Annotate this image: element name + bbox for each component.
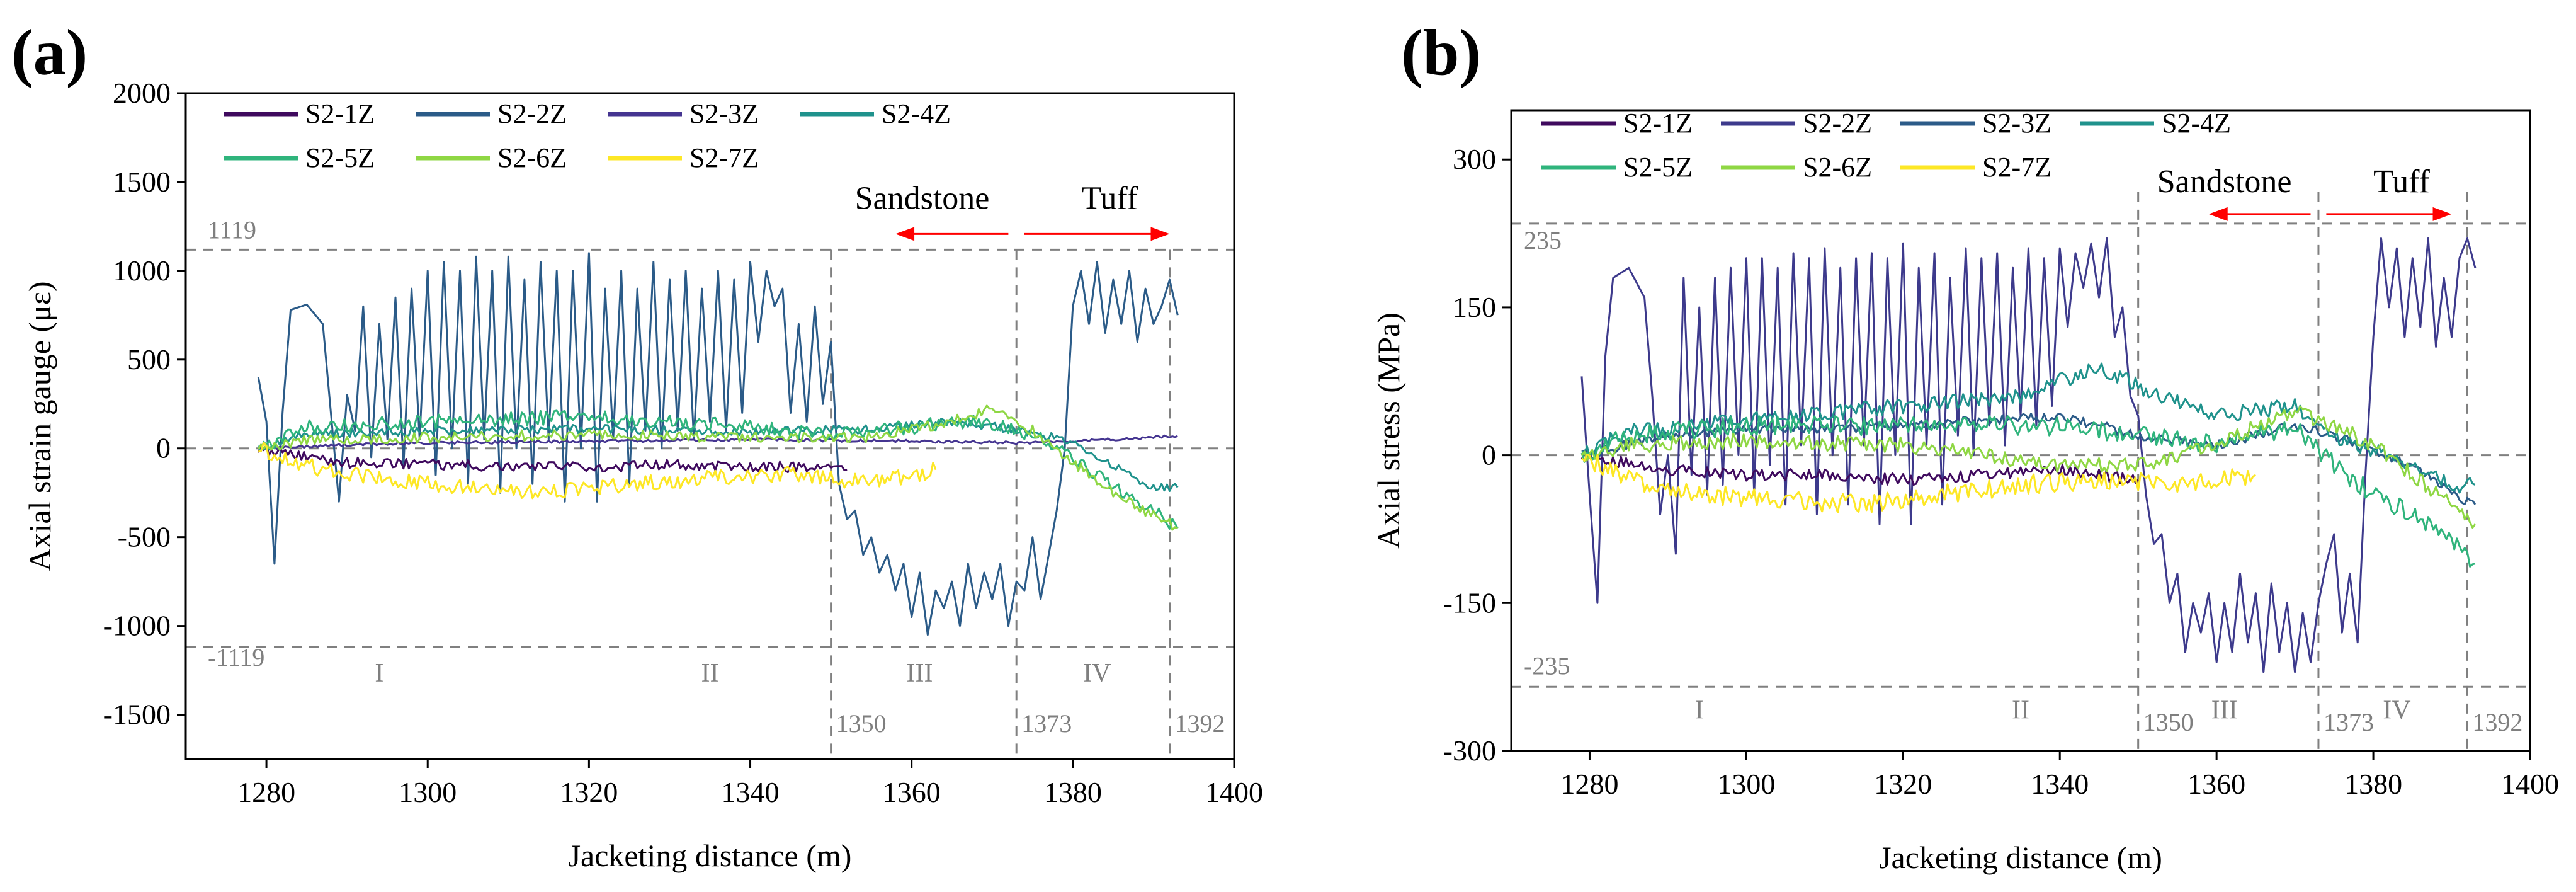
x-tick-label: 1320 — [1874, 768, 1932, 800]
legend-label-S2-5Z: S2-5Z — [305, 142, 375, 173]
x-tick-label: 1340 — [722, 776, 780, 808]
y-tick-label: -1000 — [103, 610, 171, 642]
y-axis-title: Axial stress (MPa) — [1371, 312, 1406, 549]
x-tick-label: 1320 — [560, 776, 618, 808]
x-tick-label: 1300 — [1717, 768, 1775, 800]
legend: S2-1Z S2-2Z S2-3Z S2-4Z S2-5Z S2-6Z S2-7Z — [1541, 108, 2231, 183]
y-tick-label: 1000 — [113, 254, 171, 287]
y-tick-label: 0 — [156, 432, 171, 464]
series-line-S2-5Z — [258, 409, 1179, 530]
legend-label-S2-7Z: S2-7Z — [689, 142, 759, 173]
series-line-S2-1Z — [257, 443, 848, 474]
vline-label: 1392 — [1175, 709, 1225, 738]
zone-label-III: III — [2211, 695, 2238, 724]
zone-label-IV: IV — [1083, 659, 1111, 688]
x-axis-title: Jacketing distance (m) — [1879, 840, 2162, 875]
y-tick-label: -150 — [1443, 586, 1496, 619]
y-tick-label: -1500 — [103, 699, 171, 731]
panel-tag: (b) — [1401, 16, 1481, 89]
y-axis-title: Axial strain gauge (με) — [22, 281, 57, 571]
arrow-tuff-head — [2432, 207, 2452, 221]
series-line-S2-5Z — [1580, 415, 2476, 568]
zone-label-IV: IV — [2383, 695, 2410, 724]
y-tick-label: 0 — [1482, 439, 1496, 471]
legend-label-S2-4Z: S2-4Z — [882, 98, 951, 129]
x-tick-label: 1380 — [2344, 768, 2402, 800]
series-line-S2-3Z — [1581, 412, 2477, 505]
x-axis-title: Jacketing distance (m) — [569, 838, 852, 873]
y-tick-label: -300 — [1443, 735, 1496, 767]
y-tick-label: 300 — [1453, 143, 1496, 175]
series-line-S2-7Z — [1580, 453, 2257, 513]
zone-label-I: I — [375, 659, 383, 688]
x-tick-label: 1360 — [2187, 768, 2245, 800]
hline-label: -235 — [1524, 651, 1570, 680]
legend-label-S2-4Z: S2-4Z — [2162, 108, 2231, 139]
zone-label-II: II — [701, 659, 719, 688]
x-tick-label: 1400 — [2501, 768, 2559, 800]
series-line-S2-6Z — [1580, 405, 2477, 529]
vline-label: 1350 — [2143, 708, 2194, 736]
y-tick-label: -500 — [118, 521, 171, 553]
panel-tag: (a) — [11, 16, 88, 89]
series-line-S2-2Z — [257, 252, 1179, 636]
plot-frame — [1510, 109, 2531, 752]
y-tick-label: 2000 — [113, 77, 171, 109]
legend-label-S2-5Z: S2-5Z — [1623, 152, 1693, 183]
x-tick-label: 1340 — [2031, 768, 2089, 800]
vline-label: 1373 — [1021, 709, 1072, 738]
y-tick-label: 500 — [127, 343, 171, 375]
arrow-tuff-head — [1150, 227, 1170, 241]
legend-label-S2-1Z: S2-1Z — [1623, 108, 1693, 139]
legend-label-S2-7Z: S2-7Z — [1982, 152, 2051, 183]
annotation-sandstone: Sandstone — [855, 180, 990, 216]
annotation-tuff: Tuff — [1081, 180, 1138, 216]
annotation-tuff: Tuff — [2373, 164, 2430, 200]
series-group — [257, 252, 1179, 636]
series-group — [1580, 237, 2477, 673]
hline-label: 235 — [1524, 226, 1562, 254]
plot-frame — [184, 92, 1235, 760]
x-tick-label: 1360 — [883, 776, 941, 808]
series-line-S2-6Z — [257, 404, 1178, 531]
y-tick-label: 150 — [1453, 291, 1496, 323]
x-tick-label: 1280 — [1560, 768, 1618, 800]
legend-label-S2-2Z: S2-2Z — [497, 98, 567, 129]
vline-label: 1373 — [2324, 708, 2374, 736]
arrow-sandstone-head — [2208, 207, 2228, 221]
legend-label-S2-1Z: S2-1Z — [305, 98, 375, 129]
arrow-sandstone-head — [895, 227, 915, 241]
series-line-S2-2Z — [1580, 237, 2477, 673]
legend-label-S2-6Z: S2-6Z — [497, 142, 567, 173]
y-tick-label: 1500 — [113, 166, 171, 198]
zone-label-II: II — [2012, 695, 2029, 724]
x-tick-label: 1300 — [399, 776, 457, 808]
legend-label-S2-3Z: S2-3Z — [689, 98, 759, 129]
annotation-sandstone: Sandstone — [2157, 164, 2292, 200]
legend-label-S2-2Z: S2-2Z — [1803, 108, 1872, 139]
vline-label: 1392 — [2472, 708, 2522, 736]
x-tick-label: 1380 — [1044, 776, 1102, 808]
hline-label: 1119 — [208, 215, 256, 244]
x-tick-label: 1400 — [1205, 776, 1263, 808]
hline-label: -1119 — [208, 643, 264, 672]
x-tick-label: 1280 — [237, 776, 295, 808]
zone-label-III: III — [907, 659, 933, 688]
vline-label: 1350 — [836, 709, 887, 738]
legend: S2-1Z S2-2Z S2-3Z S2-4Z S2-5Z S2-6Z S2-7Z — [224, 98, 951, 173]
series-line-S2-7Z — [258, 442, 937, 500]
legend-label-S2-6Z: S2-6Z — [1803, 152, 1872, 183]
zone-label-I: I — [1695, 695, 1704, 724]
legend-label-S2-3Z: S2-3Z — [1982, 108, 2051, 139]
